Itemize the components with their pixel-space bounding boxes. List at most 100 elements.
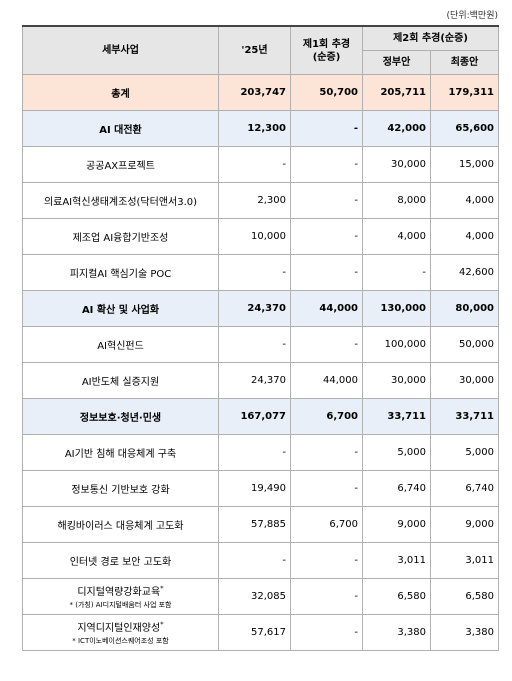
table-row: 정보통신 기반보호 강화 19,490-6,740 6,740 bbox=[22, 470, 499, 507]
footnote-mark: * bbox=[160, 620, 164, 629]
value-cell: 42,000 bbox=[362, 110, 431, 147]
item-note: * (가칭) AI디지털배움터 사업 포함 bbox=[69, 601, 172, 609]
value-cell: 3,380 bbox=[362, 614, 431, 651]
item-cell: 디지털역량강화교육* * (가칭) AI디지털배움터 사업 포함 bbox=[22, 578, 219, 615]
table-row: 디지털역량강화교육* * (가칭) AI디지털배움터 사업 포함 32,085- 6,… bbox=[22, 578, 499, 615]
table-row: 지역디지털인재양성* * ICT이노베이션스퀘어조성 포함 57,617-3,380… bbox=[22, 614, 499, 651]
value-cell: 24,370 bbox=[218, 290, 291, 327]
table-row: AI반도체 실증지원 24,370 44,000 30,000 30,000 bbox=[22, 362, 499, 399]
value-cell: - bbox=[290, 110, 363, 147]
value-cell: 6,740 bbox=[362, 470, 431, 507]
value-cell: 179,311 bbox=[430, 74, 499, 111]
value-cell: - bbox=[290, 218, 363, 255]
item-name: 디지털역량강화교육 bbox=[77, 587, 161, 598]
item-name: AI 확산 및 사업화 bbox=[81, 305, 160, 316]
value-cell: 33,711 bbox=[430, 398, 499, 435]
value-cell: 30,000 bbox=[430, 362, 499, 399]
item-cell: AI 확산 및 사업화 bbox=[22, 290, 219, 327]
value-cell: 33,711 bbox=[362, 398, 431, 435]
value-cell: 2,300 bbox=[218, 182, 291, 219]
item-name: 정보보호·청년·민생 bbox=[79, 413, 162, 424]
value-cell: - bbox=[218, 434, 291, 471]
table-row: 제조업 AI융합기반조성 10,000-4,000 4,000 bbox=[22, 218, 499, 255]
item-name: 피지컬AI 핵심기술 POC bbox=[69, 269, 172, 280]
table-row: 피지컬AI 핵심기술 POC - - -42,600 bbox=[22, 254, 499, 291]
value-cell: 9,000 bbox=[430, 506, 499, 543]
item-name: AI 대전환 bbox=[99, 125, 142, 136]
value-cell: 100,000 bbox=[362, 326, 431, 363]
value-cell: 4,000 bbox=[362, 218, 431, 255]
value-cell: 57,617 bbox=[218, 614, 291, 651]
value-cell: 30,000 bbox=[362, 146, 431, 183]
value-cell: - bbox=[218, 542, 291, 579]
value-cell: 32,085 bbox=[218, 578, 291, 615]
value-cell: - bbox=[290, 578, 363, 615]
item-cell: AI 대전환 bbox=[22, 110, 219, 147]
unit-label: (단위:백만원) bbox=[446, 11, 498, 21]
value-cell: 6,700 bbox=[290, 398, 363, 435]
item-cell: AI기반 침해 대응체계 구축 bbox=[22, 434, 219, 471]
value-cell: 4,000 bbox=[430, 182, 499, 219]
item-name: 지역디지털인재양성 bbox=[77, 623, 161, 634]
table-row: 해킹바이러스 대응체계 고도화 57,885 6,700 9,000 9,000 bbox=[22, 506, 499, 543]
value-cell: 6,740 bbox=[430, 470, 499, 507]
value-cell: 8,000 bbox=[362, 182, 431, 219]
value-cell: - bbox=[290, 326, 363, 363]
value-cell: 50,700 bbox=[290, 74, 363, 111]
item-cell: 지역디지털인재양성* * ICT이노베이션스퀘어조성 포함 bbox=[22, 614, 219, 651]
value-cell: 6,580 bbox=[430, 578, 499, 615]
table-row: AI혁신펀드 - -100,000 50,000 bbox=[22, 326, 499, 363]
item-name: 총계 bbox=[111, 89, 130, 100]
value-cell: 203,747 bbox=[218, 74, 291, 111]
table-row: AI기반 침해 대응체계 구축 - -5,000 5,000 bbox=[22, 434, 499, 471]
item-cell: AI혁신펀드 bbox=[22, 326, 219, 363]
budget-table: 세부사업 '25년 제1회 추경 (순증) 제2회 추경(순증) 정부안 최종안… bbox=[22, 25, 499, 651]
value-cell: 5,000 bbox=[362, 434, 431, 471]
item-cell: 해킹바이러스 대응체계 고도화 bbox=[22, 506, 219, 543]
value-cell: 3,380 bbox=[430, 614, 499, 651]
value-cell: 9,000 bbox=[362, 506, 431, 543]
footnote-mark: * bbox=[160, 584, 164, 593]
item-cell: 의료AI혁신생태계조성(닥터앤서3.0) bbox=[22, 182, 219, 219]
item-cell: AI반도체 실증지원 bbox=[22, 362, 219, 399]
value-cell: 6,700 bbox=[290, 506, 363, 543]
value-cell: - bbox=[218, 254, 291, 291]
header-cell: 정부안 bbox=[362, 50, 431, 75]
value-cell: - bbox=[290, 470, 363, 507]
value-cell: - bbox=[290, 146, 363, 183]
value-cell: 50,000 bbox=[430, 326, 499, 363]
value-cell: 12,300 bbox=[218, 110, 291, 147]
value-cell: 65,600 bbox=[430, 110, 499, 147]
item-cell: 정보보호·청년·민생 bbox=[22, 398, 219, 435]
value-cell: 3,011 bbox=[430, 542, 499, 579]
header-cell: 제2회 추경(순증) bbox=[362, 25, 499, 51]
value-cell: - bbox=[290, 182, 363, 219]
value-cell: 24,370 bbox=[218, 362, 291, 399]
table-row: 의료AI혁신생태계조성(닥터앤서3.0) 2,300-8,000 4,000 bbox=[22, 182, 499, 219]
table-row: AI 확산 및 사업화 24,370 44,000 130,000 80,000 bbox=[22, 290, 499, 327]
value-cell: 205,711 bbox=[362, 74, 431, 111]
item-name: AI반도체 실증지원 bbox=[81, 377, 160, 388]
item-name: 정보통신 기반보호 강화 bbox=[71, 485, 170, 496]
value-cell: 5,000 bbox=[430, 434, 499, 471]
value-cell: 42,600 bbox=[430, 254, 499, 291]
value-cell: - bbox=[290, 542, 363, 579]
item-cell: 총계 bbox=[22, 74, 219, 111]
value-cell: 4,000 bbox=[430, 218, 499, 255]
item-name: 의료AI혁신생태계조성(닥터앤서3.0) bbox=[43, 197, 198, 208]
table-row: 총계 203,747 50,700 205,711 179,311 bbox=[22, 74, 499, 111]
value-cell: 130,000 bbox=[362, 290, 431, 327]
value-cell: 57,885 bbox=[218, 506, 291, 543]
table-row: AI 대전환 12,300-42,000 65,600 bbox=[22, 110, 499, 147]
item-cell: 정보통신 기반보호 강화 bbox=[22, 470, 219, 507]
table-row: 정보보호·청년·민생 167,077 6,700 33,711 33,711 bbox=[22, 398, 499, 435]
item-name: 인터넷 경로 보안 고도화 bbox=[69, 557, 172, 568]
header-cell: 최종안 bbox=[430, 50, 499, 75]
item-name: AI혁신펀드 bbox=[97, 341, 144, 352]
table-row: 인터넷 경로 보안 고도화 - -3,011 3,011 bbox=[22, 542, 499, 579]
item-note: * ICT이노베이션스퀘어조성 포함 bbox=[72, 637, 169, 645]
value-cell: - bbox=[290, 614, 363, 651]
value-cell: - bbox=[290, 434, 363, 471]
value-cell: 19,490 bbox=[218, 470, 291, 507]
